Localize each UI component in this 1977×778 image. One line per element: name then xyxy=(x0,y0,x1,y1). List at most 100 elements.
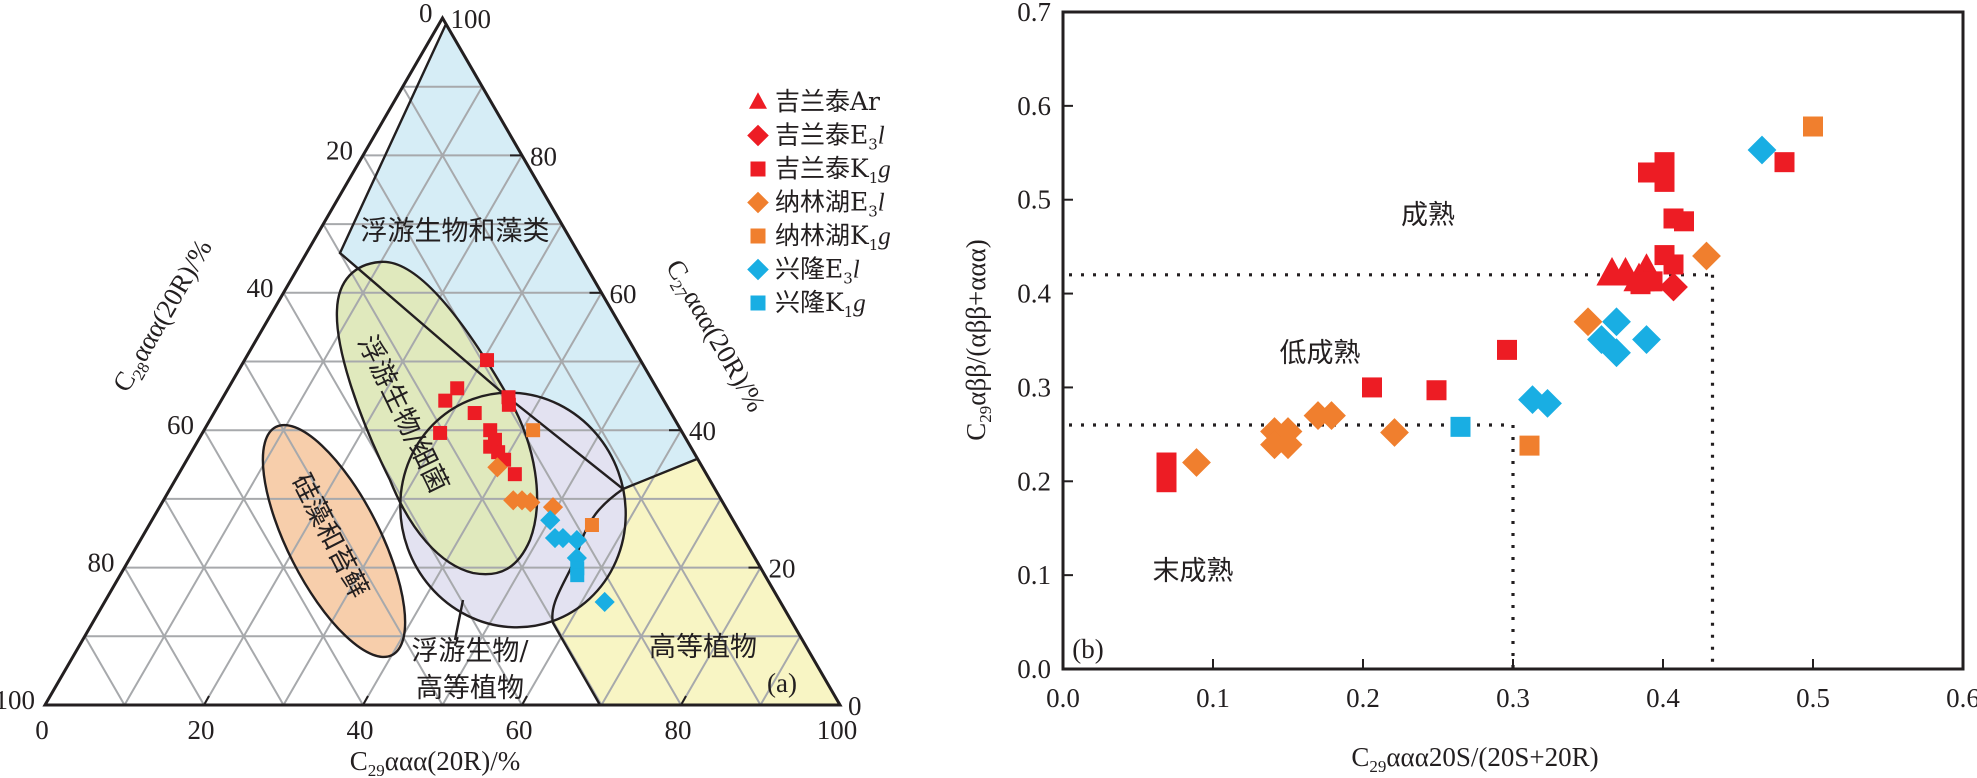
x-tick-label: 0.0 xyxy=(1046,683,1080,713)
panel-label-b: (b) xyxy=(1072,634,1103,664)
scatter-point xyxy=(1156,452,1177,473)
ternary-point xyxy=(542,497,564,518)
legend-label: 吉兰泰K1g xyxy=(775,154,891,187)
legend-label: 兴隆E3l xyxy=(775,255,860,288)
ternary-point xyxy=(584,518,599,533)
axis-title-bottom: C29ααα(20R)/% xyxy=(350,746,520,778)
tick-mark-bottom xyxy=(680,695,687,706)
scatter-point xyxy=(1638,162,1658,183)
tick-label-bottom: 20 xyxy=(188,715,215,745)
y-tick-label: 0.6 xyxy=(1017,91,1051,121)
legend-marker-triangle xyxy=(749,92,767,109)
x-axis-title: C29ααα20S/(20S+20R) xyxy=(1351,742,1598,776)
tick-label-left: 40 xyxy=(247,273,274,303)
scatter-point xyxy=(1426,380,1447,401)
grid-line-c29 xyxy=(680,567,762,706)
scatter-point xyxy=(1659,272,1688,302)
ternary-point xyxy=(450,381,465,396)
ternary-point xyxy=(433,425,448,440)
scatter-point xyxy=(1450,416,1471,437)
scatter-point xyxy=(1362,377,1382,398)
scatter-point xyxy=(1273,430,1303,460)
tick-label-right: 60 xyxy=(610,279,637,309)
legend-item: 吉兰泰Ar xyxy=(749,87,880,116)
grid-line-c28 xyxy=(401,86,762,706)
scatter-point xyxy=(1156,472,1177,493)
y-tick-label: 0.5 xyxy=(1017,185,1051,215)
scatter-point xyxy=(1642,271,1663,292)
region-plankton-bacteria xyxy=(336,261,538,575)
tick-label-left: 100 xyxy=(0,685,35,715)
mixed-label-leader xyxy=(453,599,465,641)
threshold-lines xyxy=(1069,273,1715,669)
scatter-point xyxy=(1654,152,1675,173)
ternary-point xyxy=(438,393,453,408)
scatter-point xyxy=(1573,307,1603,337)
ternary-point xyxy=(540,510,561,531)
x-tick-label: 0.2 xyxy=(1346,683,1380,713)
scatter-point xyxy=(1182,448,1211,477)
scatter-point xyxy=(1317,401,1346,430)
scatter-point xyxy=(1663,254,1684,275)
scatter-point xyxy=(1747,135,1777,165)
grid-line-c29 xyxy=(441,360,643,706)
boundary-diatoms xyxy=(261,423,407,659)
ternary-point xyxy=(511,490,533,511)
grid-line-c28 xyxy=(203,429,364,706)
boundary-plankton-bacteria xyxy=(335,260,539,576)
boundary-mixed xyxy=(399,391,627,629)
scatter-point xyxy=(1519,435,1540,456)
grid-line-c28 xyxy=(123,567,205,706)
x-tick-label: 0.1 xyxy=(1196,683,1230,713)
tick-label-right: 0 xyxy=(848,691,862,721)
y-tick-label: 0.1 xyxy=(1017,560,1051,590)
grid-line-c29 xyxy=(282,223,563,706)
grid-line-c29 xyxy=(123,86,484,706)
ternary-point xyxy=(480,353,495,368)
zone-label-low-mature: 低成熟 xyxy=(1280,338,1361,369)
zone-label-mature: 成熟 xyxy=(1401,200,1455,231)
tick-label-right: 20 xyxy=(769,554,796,584)
x-tick-label: 0.3 xyxy=(1496,683,1530,713)
region-plankton-algae xyxy=(340,18,697,489)
ternary-point xyxy=(507,467,522,482)
ternary-point xyxy=(594,591,615,613)
grid-line-c28 xyxy=(163,498,285,706)
tick-label-right: 80 xyxy=(530,141,557,171)
x-tick-label: 0.5 xyxy=(1796,683,1830,713)
ternary-point xyxy=(526,423,541,438)
legend-item: 吉兰泰E3l xyxy=(747,121,885,154)
zone-label-immature: 末成熟 xyxy=(1153,556,1234,587)
y-tick-label: 0.2 xyxy=(1017,466,1051,496)
ternary-point xyxy=(487,457,508,478)
tick-mark-bottom xyxy=(521,695,528,706)
ternary-frame xyxy=(42,15,843,707)
grid-line-c28 xyxy=(242,360,444,706)
tick-label-left: 80 xyxy=(88,548,115,578)
ternary-regions xyxy=(262,18,840,705)
scatter-point xyxy=(1632,325,1661,354)
legend-label: 纳林湖K1g xyxy=(775,221,891,254)
legend-label: 兴隆K1g xyxy=(775,288,866,321)
scatter-point xyxy=(1533,388,1562,418)
legend-marker-diamond xyxy=(747,124,769,147)
scatter-point xyxy=(1602,338,1631,368)
legend-label: 纳林湖E3l xyxy=(775,188,885,221)
scatter-point xyxy=(1380,418,1409,447)
scatter-chart: 0.0 0.1 0.2 0.3 0.4 0.5 0.6 0.0 0.1 0.2 0.3 0.4 0.5 0… xyxy=(961,0,1977,776)
tick-mark-bottom xyxy=(203,695,210,706)
ternary-grid xyxy=(83,85,802,706)
grid-line-c28 xyxy=(83,635,126,706)
grid-line-c29 xyxy=(600,498,722,706)
scatter-point xyxy=(1497,339,1517,360)
scatter-points xyxy=(1156,116,1823,493)
scatter-point xyxy=(1803,116,1823,137)
ternary-points xyxy=(433,353,615,613)
ternary-point xyxy=(552,527,574,549)
scatter-point xyxy=(1774,152,1795,173)
tick-label-left: 60 xyxy=(167,410,194,440)
region-diatoms xyxy=(262,425,406,657)
ternary-point xyxy=(566,530,587,551)
